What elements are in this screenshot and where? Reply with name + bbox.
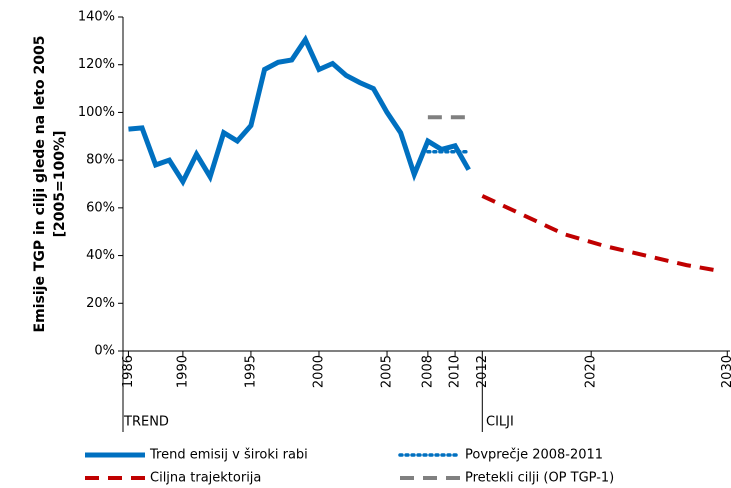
- y-axis-label: Emisije TGP in cilji glede na leto 2005: [32, 36, 48, 333]
- x-tick-label: 2000: [311, 355, 326, 388]
- x-tick-label: 1990: [175, 355, 190, 388]
- legend-label: Pretekli cilji (OP TGP-1): [465, 471, 614, 486]
- y-tick-label: 0%: [94, 344, 115, 359]
- x-tick-label: 1995: [243, 355, 258, 388]
- y-tick-label: 60%: [86, 200, 115, 215]
- x-tick-label: 2020: [584, 355, 599, 388]
- legend-label: Povprečje 2008-2011: [465, 448, 603, 463]
- x-tick-label: 2008: [420, 355, 435, 388]
- series-line: [128, 34, 471, 187]
- x-tick-label: 2010: [448, 355, 463, 388]
- y-tick-label: 120%: [78, 57, 115, 72]
- y-tick-label: 40%: [86, 248, 115, 263]
- y-axis-label: [2005=100%]: [52, 131, 68, 238]
- legend-label: Ciljna trajektorija: [150, 471, 261, 486]
- y-tick-label: 100%: [78, 105, 115, 120]
- series-line: [481, 194, 715, 272]
- section-label: TREND: [123, 415, 169, 430]
- y-tick-label: 80%: [86, 153, 115, 168]
- x-tick-label: 2005: [380, 355, 395, 388]
- x-tick-label: 2030: [720, 355, 731, 388]
- legend-label: Trend emisij v široki rabi: [149, 448, 308, 463]
- y-tick-label: 20%: [86, 296, 115, 311]
- x-tick-label: 2012: [475, 355, 490, 388]
- x-tick-label: 1986: [121, 355, 136, 388]
- y-tick-label: 140%: [78, 10, 115, 25]
- section-label: CILJI: [486, 415, 514, 430]
